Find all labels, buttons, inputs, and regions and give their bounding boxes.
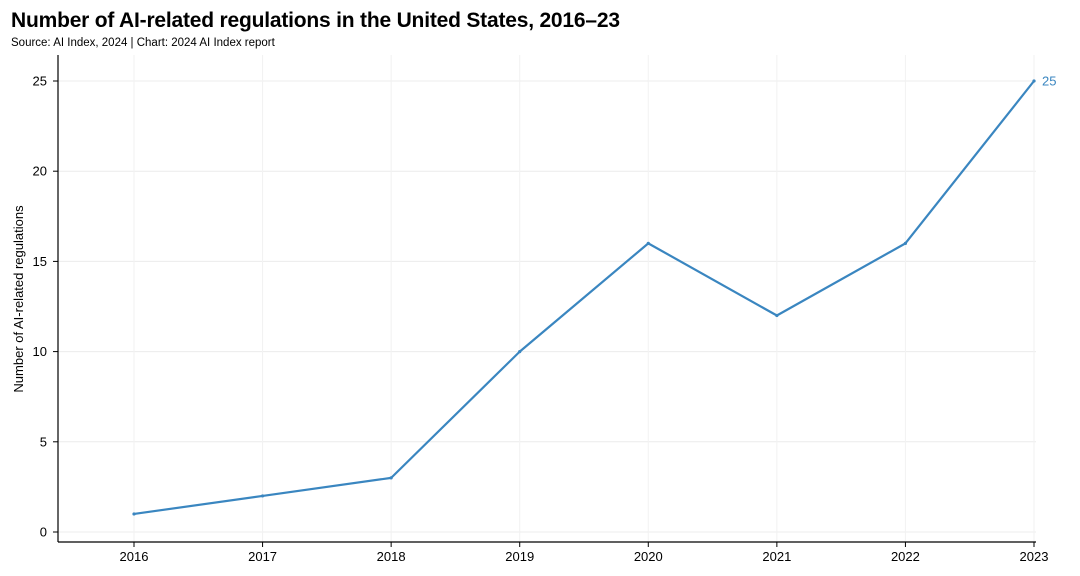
y-tick-label: 15 (33, 254, 47, 269)
x-tick-label: 2023 (1020, 549, 1049, 564)
y-tick-label: 5 (40, 434, 47, 449)
chart-subtitle: Source: AI Index, 2024 | Chart: 2024 AI … (11, 37, 275, 49)
end-value-label: 25 (1042, 74, 1056, 89)
data-point (1032, 79, 1036, 83)
data-point (775, 313, 779, 318)
data-point (132, 512, 136, 516)
series-lines: 25 (132, 74, 1056, 516)
x-tick-label: 2017 (248, 549, 277, 564)
axes (53, 55, 1036, 547)
series-line (132, 79, 1036, 516)
data-point (903, 241, 908, 245)
data-point (260, 494, 265, 498)
x-tick-label: 2022 (891, 549, 920, 564)
x-tick-label: 2018 (377, 549, 406, 564)
x-tick-label: 2019 (505, 549, 534, 564)
data-point (389, 476, 393, 480)
y-tick-label: 0 (40, 525, 47, 540)
tick-labels: 0 5 10 15 20 25 2016 2017 2018 2019 2020 2021 2022 20… (33, 74, 1049, 565)
y-axis-label: Number of AI-related regulations (11, 205, 26, 393)
y-tick-label: 10 (33, 344, 47, 359)
x-tick-label: 2020 (634, 549, 663, 564)
grid-lines (58, 55, 1036, 542)
x-tick-label: 2021 (762, 549, 791, 564)
data-point (518, 350, 522, 354)
data-point (646, 241, 650, 245)
y-tick-label: 20 (33, 164, 47, 179)
x-tick-label: 2016 (120, 549, 149, 564)
chart-title: Number of AI-related regulations in the … (11, 9, 620, 32)
y-tick-label: 25 (33, 74, 47, 89)
